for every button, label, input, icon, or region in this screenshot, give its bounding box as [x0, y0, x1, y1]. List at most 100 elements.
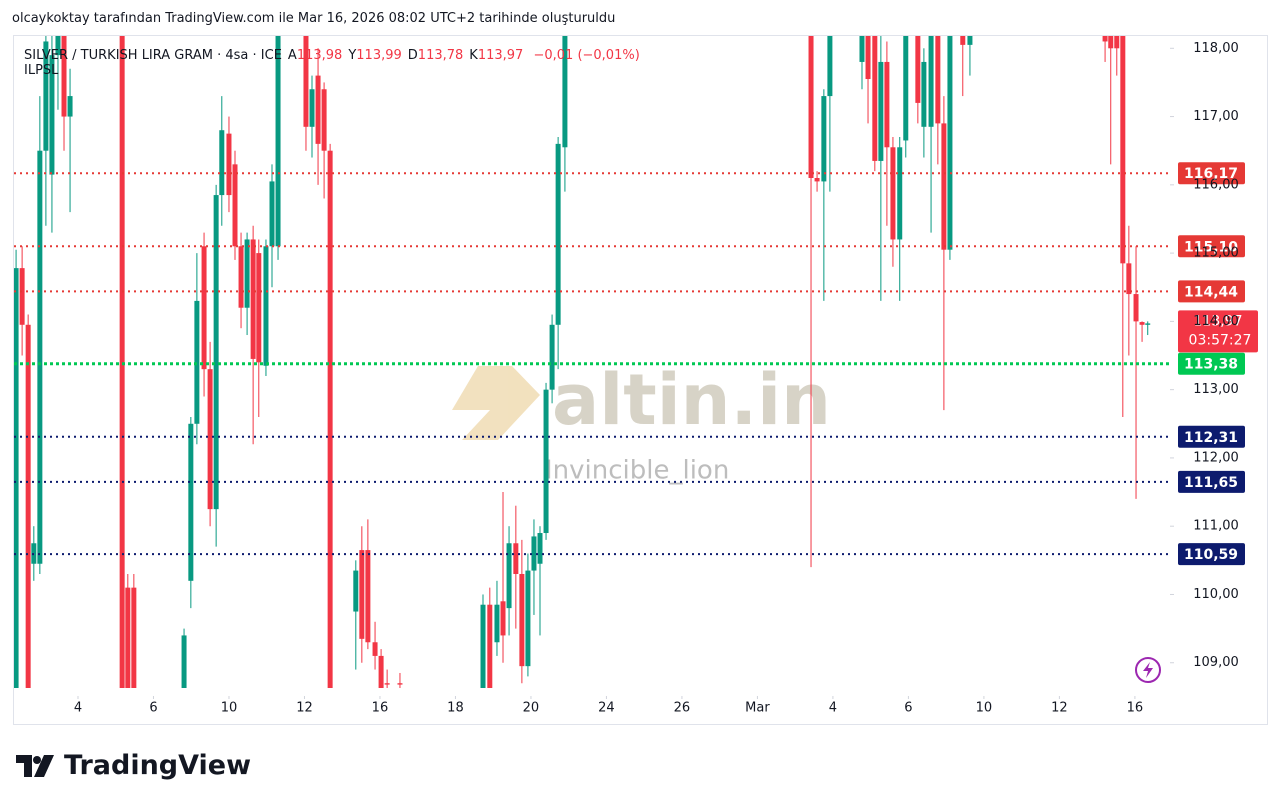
candle-body [872, 36, 878, 161]
candle-body [119, 36, 125, 688]
candle-body [897, 147, 903, 240]
candle-body [543, 389, 549, 534]
symbol: SILVER / TURKISH LIRA GRAM · 4sa · ICE [24, 48, 282, 63]
x-tick-label: 10 [221, 701, 238, 716]
candle-body [506, 543, 512, 609]
candle-body [821, 96, 827, 182]
candle-body [1114, 36, 1120, 49]
candle-body [244, 239, 250, 308]
candle-body [384, 683, 390, 685]
level-label: 114,44 [1184, 284, 1238, 300]
candle-body [960, 36, 966, 45]
candle-body [125, 587, 131, 688]
x-tick-label: 12 [296, 701, 313, 716]
candle-body [37, 150, 43, 564]
candle-body [365, 550, 371, 643]
y-tick-label: 114,00 [1193, 314, 1239, 329]
level-label-box [1178, 543, 1245, 566]
level-label-box [1178, 162, 1245, 185]
x-tick-label: 6 [149, 701, 157, 716]
candle-body [61, 36, 67, 117]
candle-body [1139, 322, 1145, 325]
candle-body [201, 246, 207, 370]
candle-body [531, 536, 537, 571]
candle-body [859, 36, 865, 62]
candle-body [967, 36, 973, 45]
candle-body [494, 604, 500, 643]
y-tick-label: 115,00 [1193, 246, 1239, 261]
candle-body [275, 36, 281, 247]
candle-body [353, 570, 359, 612]
candle-body [49, 55, 55, 175]
candle-body [43, 41, 49, 151]
level-label: 111,65 [1184, 475, 1238, 491]
candle-body [549, 324, 555, 390]
x-tick-label: 12 [1051, 701, 1068, 716]
ohlc-key: K [469, 48, 478, 63]
candle-body [207, 369, 213, 510]
candle-body [827, 36, 833, 97]
ohlc-value: 113,99 [356, 48, 402, 63]
candle-body [1120, 36, 1126, 264]
x-tick-label: 20 [523, 701, 540, 716]
level-label-box [1178, 470, 1245, 493]
x-tick-label: 4 [829, 701, 837, 716]
y-tick-label: 112,00 [1193, 450, 1239, 465]
candle-body [1133, 294, 1139, 322]
candle-body [303, 36, 309, 127]
x-tick-label: 6 [904, 701, 912, 716]
candle-body [935, 36, 941, 124]
level-label-box [1178, 425, 1245, 448]
countdown: 03:57:27 [1189, 332, 1252, 348]
candle-body [25, 324, 31, 688]
x-tick-label: 16 [372, 701, 389, 716]
ohlc-key: A [287, 48, 297, 63]
candle-body [19, 268, 25, 325]
candle-body [519, 573, 525, 667]
candle-body [537, 533, 543, 564]
candle-body [372, 642, 378, 656]
candle-body [890, 147, 896, 240]
level-label: 112,31 [1184, 430, 1238, 446]
x-tick-label: 10 [976, 701, 993, 716]
candle-body [500, 601, 506, 636]
ohlc-value: 113,97 [477, 48, 524, 63]
watermark-logo [452, 366, 540, 440]
level-label-box [1178, 352, 1245, 375]
candle-body [562, 36, 568, 148]
candle-body [903, 36, 909, 141]
logo-text: TradingView [64, 750, 252, 781]
candle-body [1145, 323, 1151, 325]
candle-body [327, 150, 333, 688]
candle-body [213, 195, 219, 510]
chart-frame [13, 35, 1268, 725]
x-tick-label: 18 [447, 701, 464, 716]
ohlc: A113,98 Y113,99 D113,78 K113,97 [282, 48, 523, 63]
x-tick-label: Mar [745, 701, 770, 716]
level-label-box [1178, 280, 1245, 303]
ohlc-value: 113,98 [296, 48, 343, 63]
watermark-author: Invincible_lion [545, 456, 729, 486]
footer-logo: TradingView [16, 750, 251, 781]
candle-body [181, 635, 187, 688]
candle-body [1108, 36, 1114, 49]
y-tick-label: 118,00 [1193, 41, 1239, 56]
candle-body [808, 36, 814, 179]
legend: SILVER / TURKISH LIRA GRAM · 4sa · ICE A1… [24, 48, 640, 78]
candle-body [513, 543, 519, 574]
candles [14, 36, 1151, 688]
y-tick-label: 117,00 [1193, 109, 1239, 124]
candle-body [55, 36, 61, 56]
candle-body [865, 36, 871, 80]
candle-body [67, 96, 73, 117]
candle-body [256, 253, 262, 363]
candle-body [250, 239, 256, 359]
candle-body [263, 246, 269, 366]
candle-body [814, 178, 820, 182]
x-tick-label: 26 [674, 701, 691, 716]
ohlc-key: Y [348, 48, 357, 63]
level-label-box [1178, 235, 1245, 258]
y-tick-label: 111,00 [1193, 519, 1239, 534]
